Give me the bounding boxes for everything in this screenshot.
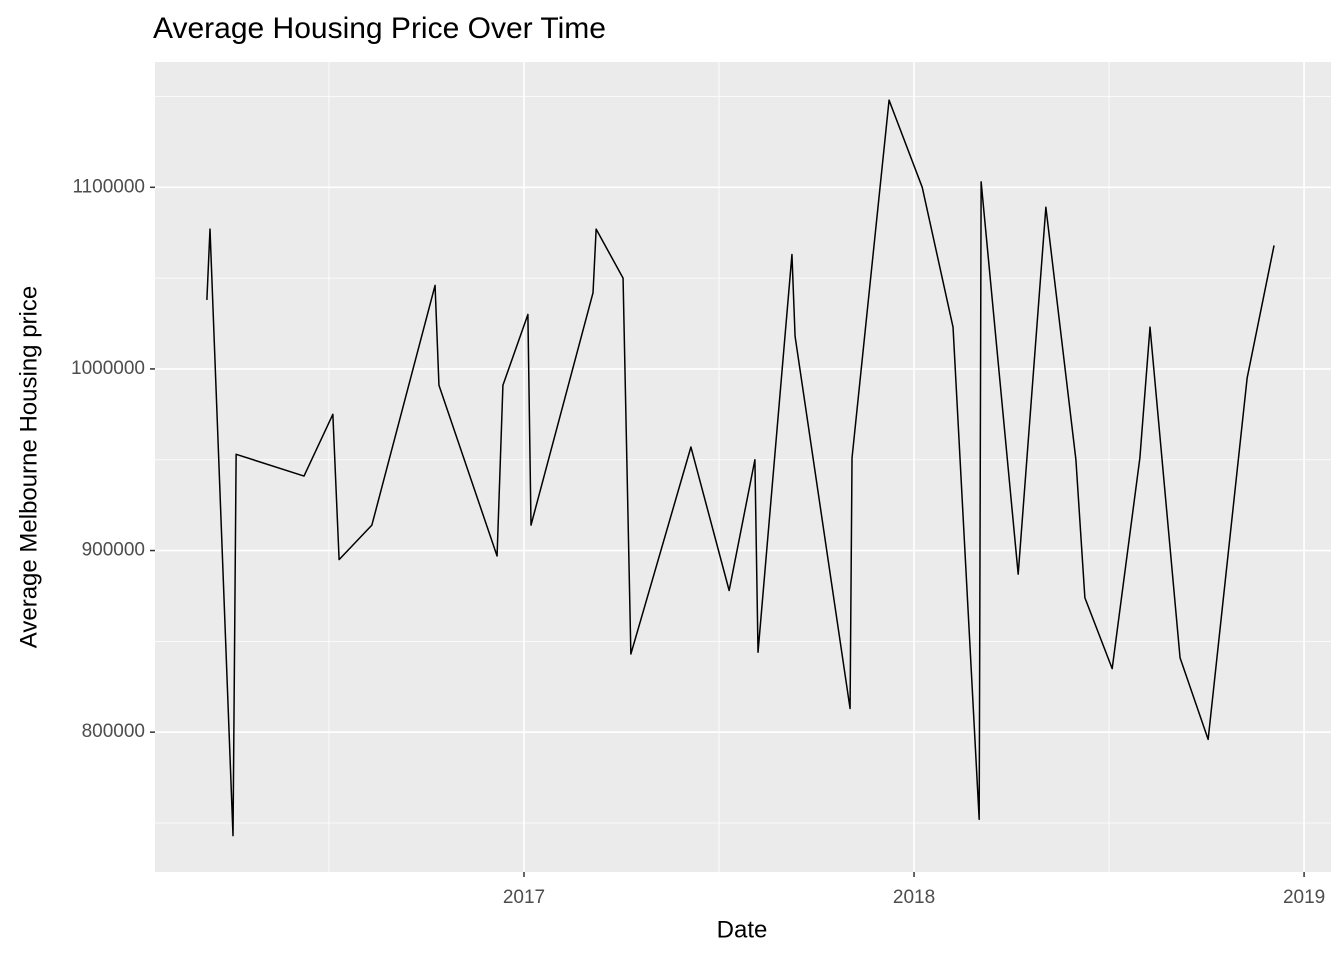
line xyxy=(206,99,1275,837)
y-axis-label: Average Melbourne Housing price xyxy=(15,286,42,648)
x-tick-label: 2019 xyxy=(1283,887,1325,908)
x-tick-label: 2018 xyxy=(893,887,935,908)
y-tick-label: 800000 xyxy=(82,721,145,742)
x-axis-label: Date xyxy=(717,916,768,943)
plot-background xyxy=(155,62,1331,872)
y-tick-label: 1000000 xyxy=(71,358,145,379)
y-tick-label: 900000 xyxy=(82,540,145,561)
chart-title: Average Housing Price Over Time xyxy=(153,12,606,45)
x-tick-label: 2017 xyxy=(503,887,545,908)
y-tick-label: 1100000 xyxy=(72,176,145,197)
